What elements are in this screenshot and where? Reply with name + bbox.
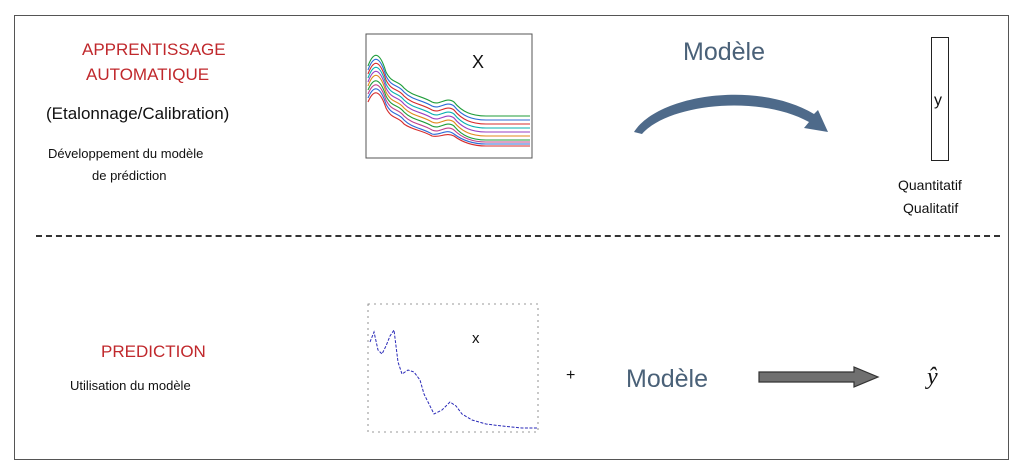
learning-description-line2: de prédiction: [92, 168, 167, 183]
learning-model-label: Modèle: [683, 38, 765, 66]
spectra-curves: [367, 54, 530, 147]
calibration-plot-x-label: X: [472, 52, 485, 72]
learning-description-line1: Développement du modèle: [48, 146, 204, 161]
right-arrow-icon: [758, 366, 880, 388]
prediction-model-label: Modèle: [626, 365, 708, 393]
predicted-output-y-hat: ŷ: [927, 364, 938, 390]
prediction-spectrum-plot: [367, 303, 539, 433]
spectrum-curve: [369, 328, 538, 429]
prediction-title: PREDICTION: [101, 342, 206, 361]
prediction-plot-x-label: x: [472, 330, 480, 347]
learning-subtitle: (Etalonnage/Calibration): [46, 104, 230, 123]
output-type-quantitative: Quantitatif: [898, 177, 962, 193]
plus-sign: +: [566, 367, 576, 384]
plot-frame: [367, 303, 539, 433]
learning-title-line1: APPRENTISSAGE: [82, 40, 226, 59]
output-type-qualitative: Qualitatif: [903, 200, 959, 216]
curved-arrow-icon: [634, 94, 828, 134]
diagram-frame: [14, 15, 1009, 460]
section-divider: [36, 235, 1000, 237]
output-vector-label: y: [934, 92, 942, 109]
learning-title-line2: AUTOMATIQUE: [86, 65, 210, 84]
output-vector-box: [931, 37, 949, 161]
plot-frame: [365, 33, 533, 159]
calibration-spectra-plot: [365, 33, 533, 159]
prediction-description: Utilisation du modèle: [70, 378, 191, 393]
